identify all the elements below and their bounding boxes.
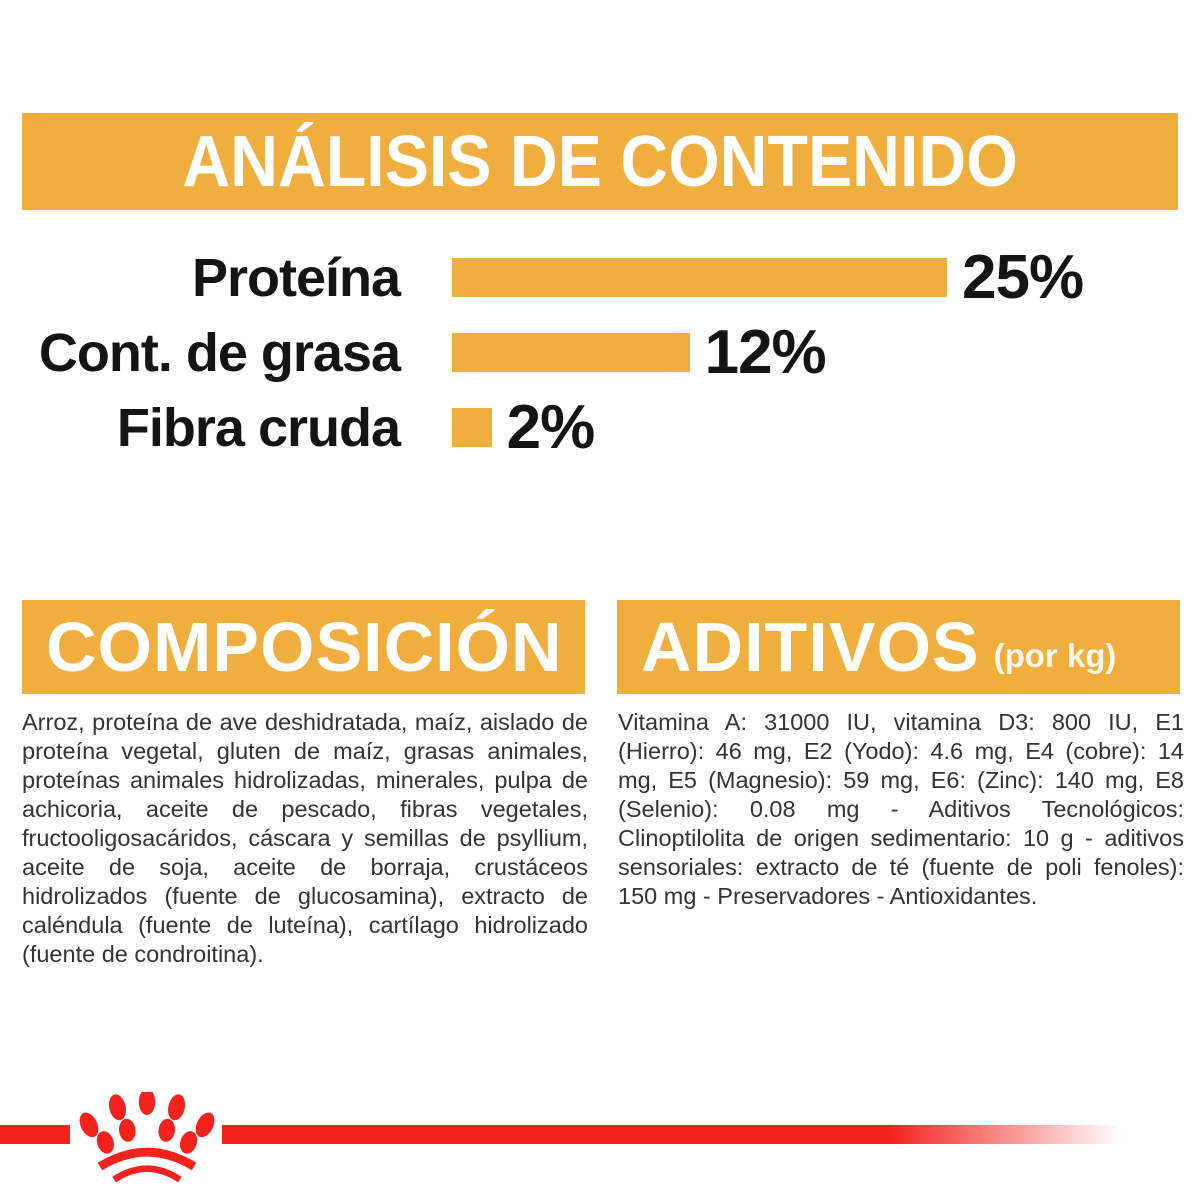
additives-unit-suffix: (por kg) [993,637,1117,674]
chart-row: Proteína 25% [0,240,1200,315]
nutrient-bar [452,333,690,372]
chart-row: Cont. de grasa 12% [0,315,1200,390]
nutrient-label: Proteína [191,247,401,308]
nutrient-label: Cont. de grasa [38,322,401,383]
footer-red-line-left [0,1125,70,1144]
footer-red-line-right [222,1125,1122,1144]
nutrient-value: 12% [704,318,827,387]
nutrient-label: Fibra cruda [116,397,401,458]
composition-header-band: COMPOSICIÓN [22,600,585,694]
chart-row: Fibra cruda 2% [0,390,1200,465]
nutrient-bar-chart: Proteína 25% Cont. de grasa 12% Fibra cruda 2… [0,240,1200,465]
analysis-header-band: ANÁLISIS DE CONTENIDO [22,113,1178,210]
additives-body: Vitamina A: 31000 IU, vitamina D3: 800 I… [618,709,1184,909]
nutrient-bar [452,408,492,447]
additives-title: ADITIVOS [641,608,980,686]
royal-canin-crown-logo-icon [79,1092,215,1183]
composition-title: COMPOSICIÓN [46,608,563,686]
nutrient-bar [452,258,947,297]
nutrient-value: 2% [506,393,596,462]
additives-header-band: ADITIVOS (por kg) [617,600,1180,694]
nutrient-value: 25% [962,243,1084,312]
analysis-title: ANÁLISIS DE CONTENIDO [182,121,1018,202]
composition-body: Arroz, proteína de ave deshidratada, maí… [22,709,588,967]
